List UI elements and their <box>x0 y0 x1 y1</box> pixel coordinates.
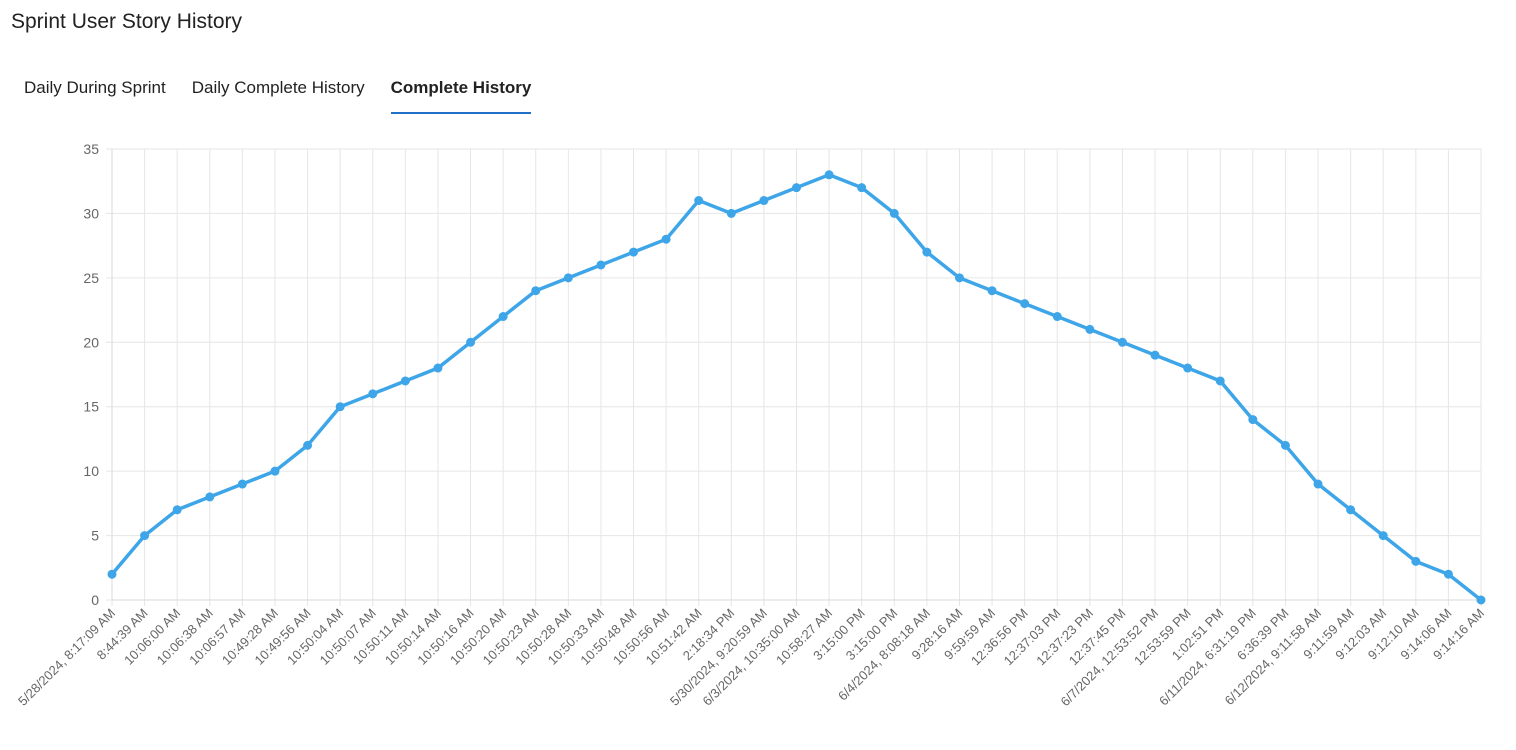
tab-daily-complete-history[interactable]: Daily Complete History <box>191 78 365 97</box>
data-point[interactable] <box>1346 505 1356 515</box>
data-point[interactable] <box>1020 299 1030 309</box>
data-point[interactable] <box>596 260 606 270</box>
data-point[interactable] <box>498 312 508 322</box>
data-point[interactable] <box>1117 337 1127 347</box>
data-point[interactable] <box>922 247 932 257</box>
data-point[interactable] <box>954 273 964 283</box>
data-point[interactable] <box>172 505 182 515</box>
data-point[interactable] <box>857 183 867 193</box>
data-point[interactable] <box>1476 595 1486 605</box>
data-point[interactable] <box>433 363 443 373</box>
data-point[interactable] <box>1443 569 1453 579</box>
data-point[interactable] <box>335 402 345 412</box>
data-point[interactable] <box>368 389 378 399</box>
data-point[interactable] <box>824 170 834 180</box>
tab-bar: Daily During Sprint Daily Complete Histo… <box>24 78 532 114</box>
data-point[interactable] <box>661 234 671 244</box>
data-point[interactable] <box>205 492 215 502</box>
data-point[interactable] <box>270 466 280 476</box>
data-point[interactable] <box>1215 376 1225 386</box>
data-point[interactable] <box>1052 312 1062 322</box>
y-tick-label: 20 <box>83 334 99 350</box>
tab-daily-during-sprint[interactable]: Daily During Sprint <box>24 78 166 97</box>
data-point[interactable] <box>1150 350 1160 360</box>
data-point[interactable] <box>303 440 313 450</box>
y-tick-label: 30 <box>83 205 99 221</box>
data-point[interactable] <box>726 208 736 218</box>
data-point[interactable] <box>1248 415 1258 425</box>
grid-layer <box>106 148 1482 606</box>
y-tick-label: 25 <box>83 270 99 286</box>
data-point[interactable] <box>1280 440 1290 450</box>
y-tick-label: 5 <box>91 528 99 544</box>
data-point[interactable] <box>107 569 117 579</box>
page-title: Sprint User Story History <box>11 10 243 33</box>
data-point[interactable] <box>1085 324 1095 334</box>
data-point[interactable] <box>1378 531 1388 541</box>
data-point[interactable] <box>792 183 801 193</box>
y-tick-label: 10 <box>83 463 99 479</box>
point-layer <box>107 170 1486 605</box>
data-point[interactable] <box>629 247 639 257</box>
data-point[interactable] <box>1183 363 1193 373</box>
data-point[interactable] <box>987 286 997 296</box>
data-point[interactable] <box>466 337 476 347</box>
y-tick-label: 15 <box>83 399 99 415</box>
data-point[interactable] <box>237 479 247 489</box>
data-point[interactable] <box>400 376 410 386</box>
data-point[interactable] <box>563 273 573 283</box>
y-tick-label: 0 <box>91 592 99 608</box>
data-point[interactable] <box>1313 479 1323 489</box>
data-point[interactable] <box>1411 556 1421 566</box>
data-point[interactable] <box>694 196 704 206</box>
data-point[interactable] <box>759 196 769 206</box>
data-point[interactable] <box>889 208 899 218</box>
tab-complete-history[interactable]: Complete History <box>390 78 532 114</box>
data-point[interactable] <box>531 286 541 296</box>
y-tick-label: 35 <box>83 141 99 157</box>
data-point[interactable] <box>140 531 150 541</box>
